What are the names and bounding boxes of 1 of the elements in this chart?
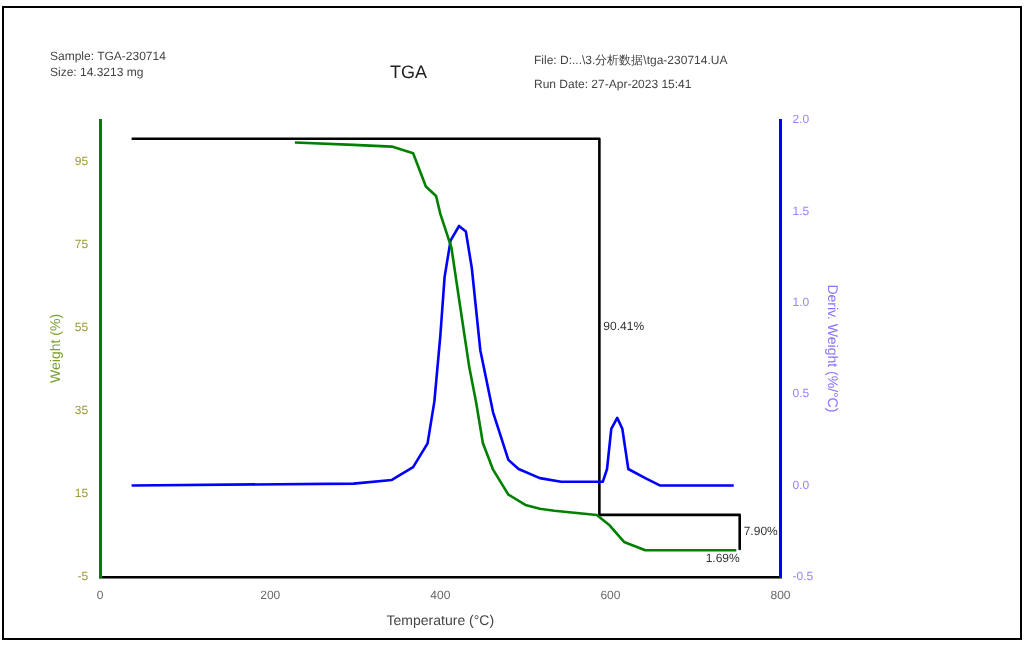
chart-title: TGA: [390, 62, 428, 82]
